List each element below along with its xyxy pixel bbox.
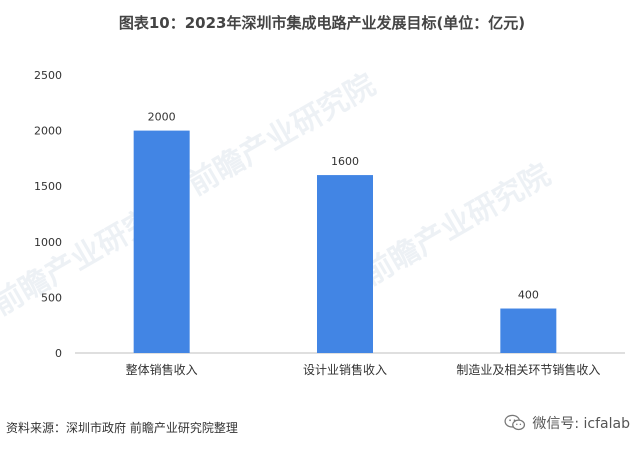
bar: [133, 130, 190, 353]
bar: [500, 308, 557, 353]
y-tick-label: 2500: [34, 69, 62, 82]
x-axis-labels: 整体销售收入 设计业销售收入 制造业及相关环节销售收入: [126, 362, 601, 377]
data-label: 400: [518, 289, 539, 302]
y-tick-label: 500: [41, 291, 62, 304]
source-note: 资料来源：深圳市政府 前瞻产业研究院整理: [6, 421, 238, 435]
x-tick-label: 设计业销售收入: [303, 362, 387, 377]
bar-chart: 0 500 1000 1500 2000 2500 2000 1600 400 整体销售收入 设…: [34, 69, 625, 377]
bars: [133, 130, 557, 353]
wechat-account: 微信号: icfalab: [504, 413, 630, 433]
data-label: 1600: [331, 155, 359, 168]
y-tick-label: 1000: [34, 236, 62, 249]
data-label: 2000: [148, 111, 176, 124]
chart-title: 图表10：2023年深圳市集成电路产业发展目标(单位：亿元): [118, 14, 526, 32]
wechat-icon: [504, 414, 526, 431]
y-tick-label: 1500: [34, 180, 62, 193]
y-tick-label: 2000: [34, 125, 62, 138]
y-tick-label: 0: [55, 347, 62, 360]
x-tick-label: 整体销售收入: [126, 362, 198, 377]
wechat-label: 微信号: icfalab: [532, 416, 630, 432]
bar: [317, 175, 373, 353]
data-labels: 2000 1600 400: [148, 111, 539, 302]
y-axis: 0 500 1000 1500 2000 2500: [34, 69, 62, 360]
x-tick-label: 制造业及相关环节销售收入: [456, 362, 600, 377]
